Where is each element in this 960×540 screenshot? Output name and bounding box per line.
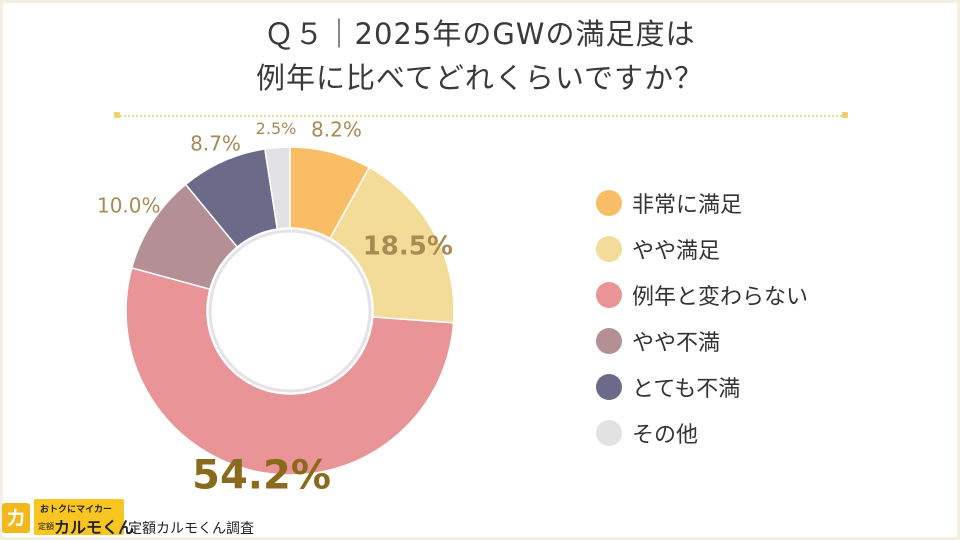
legend-swatch <box>596 420 622 446</box>
legend-item: 非常に満足 <box>596 180 808 226</box>
slice-value-label: 54.2% <box>192 453 331 499</box>
brand-name: カルモくん <box>54 518 135 537</box>
brand-icon: カ <box>2 503 30 533</box>
divider-end-dot <box>842 112 848 118</box>
slice-value-label: 18.5% <box>363 232 453 262</box>
legend-swatch <box>596 190 622 216</box>
legend-label: やや満足 <box>632 239 721 264</box>
divider-end-dot <box>114 112 120 118</box>
legend-item: やや満足 <box>596 226 808 272</box>
legend-item: とても不満 <box>596 364 808 410</box>
slice-value-label: 2.5% <box>256 119 297 138</box>
legend-item: 例年と変わらない <box>596 272 808 318</box>
source-credit: 定額カルモくん調査 <box>128 521 254 537</box>
legend-swatch <box>596 236 622 262</box>
legend-label: 例年と変わらない <box>632 285 809 310</box>
brand-sub: 定額 <box>38 522 54 531</box>
chart-title: Ｑ５｜2025年のGWの満足度は 例年に比べてどれくらいですか？ <box>0 12 960 100</box>
legend-label: とても不満 <box>632 377 741 402</box>
donut-inner-ring <box>208 229 372 393</box>
legend-item: その他 <box>596 410 808 456</box>
title-divider <box>116 115 846 117</box>
chart-legend: 非常に満足やや満足例年と変わらない やや不満とても不満その他 <box>596 180 808 456</box>
slice-value-label: 8.7% <box>190 131 241 155</box>
brand-tagline: おトクにマイカー <box>40 505 113 515</box>
slice-value-label: 8.2% <box>311 117 362 141</box>
donut-hole <box>207 228 373 394</box>
brand-logo: カ おトクにマイカー 定額 カルモくん <box>2 497 134 537</box>
legend-label: その他 <box>632 423 699 448</box>
title-line-1: Ｑ５｜2025年のGWの満足度は <box>264 17 696 51</box>
brand-wordmark: おトクにマイカー 定額 カルモくん <box>34 499 134 537</box>
legend-label: やや不満 <box>632 331 721 356</box>
legend-item: やや不満 <box>596 318 808 364</box>
title-line-2: 例年に比べてどれくらいですか？ <box>256 61 704 95</box>
legend-swatch <box>596 374 622 400</box>
legend-label: 非常に満足 <box>632 193 743 218</box>
slice-value-label: 10.0% <box>97 193 161 217</box>
legend-swatch <box>596 328 622 354</box>
legend-swatch <box>596 282 622 308</box>
